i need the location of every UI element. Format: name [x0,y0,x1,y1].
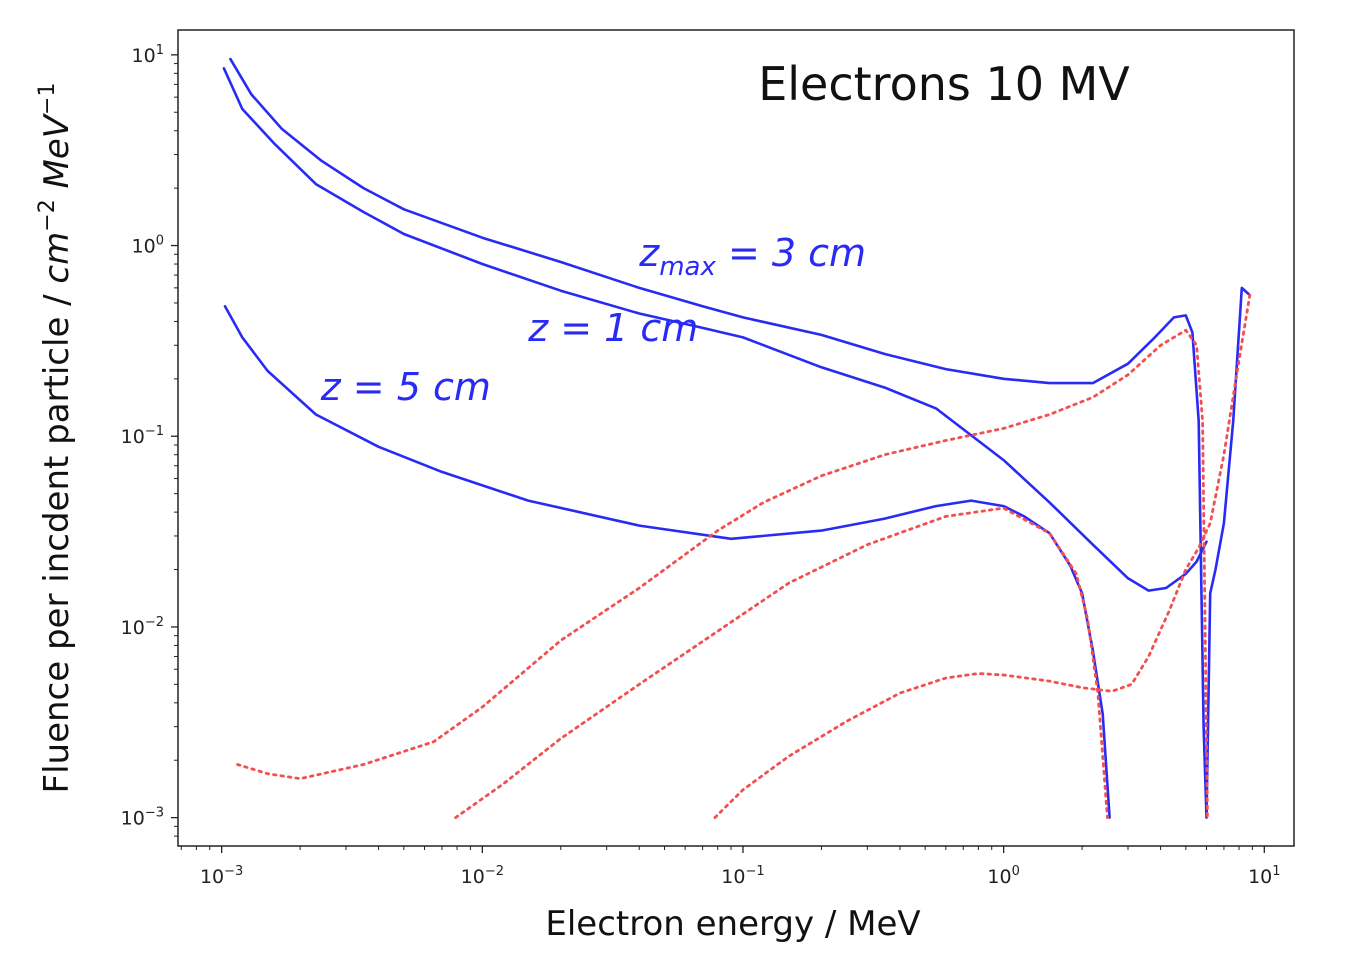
x-tick-label: 10−2 [461,864,504,888]
depth-annotation: z = 5 cm [320,365,491,409]
component-series-line-5 [713,293,1252,819]
y-tick-label: 10−1 [121,424,164,448]
total-series-line-0 [229,57,1252,819]
x-axis-label: Electron energy / MeV [545,904,920,944]
y-axis-label: Fluence per incdent particle / cm−2 MeV−… [35,83,77,794]
total-series-line-2 [223,304,1111,819]
annotation-group: zmax = 3 cm z = 1 cm z = 5 cm [320,231,866,409]
depth-annotation: z = 1 cm [527,306,698,350]
y-tick-label: 101 [132,43,164,67]
y-tick-label: 10−3 [121,806,164,830]
x-tick-label: 10−3 [200,864,243,888]
component-series-line-3 [236,328,1209,819]
y-tick-label: 10−2 [121,615,164,639]
x-tick-label: 10−1 [721,864,764,888]
x-tick-label: 101 [1248,864,1280,888]
axis-ticks: 10−3 10−2 10−1 100 101 10−3 10−2 10−1 100 101 [121,43,1281,888]
plot-area [177,29,1295,847]
series-group [222,57,1252,819]
chart-title: Electrons 10 MV [758,57,1130,111]
y-tick-label: 100 [132,234,164,258]
total-series-line-1 [222,67,1208,592]
x-tick-label: 100 [987,864,1019,888]
depth-annotation: zmax = 3 cm [638,231,866,282]
